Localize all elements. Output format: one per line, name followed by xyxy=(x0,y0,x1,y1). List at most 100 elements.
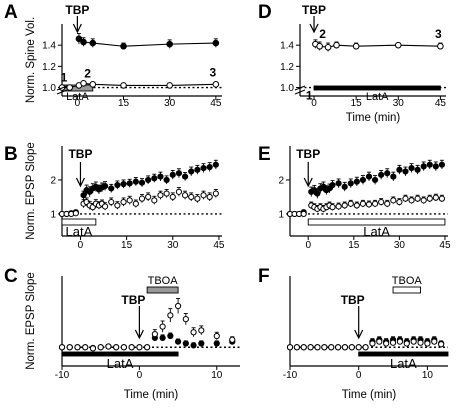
data-point xyxy=(396,166,403,173)
tbp-arrow-head xyxy=(303,177,313,188)
x-tick-label: 15 xyxy=(351,98,363,109)
data-point xyxy=(420,163,427,170)
data-point xyxy=(101,203,109,210)
data-point xyxy=(329,204,336,211)
lata-bar xyxy=(313,85,441,91)
data-point xyxy=(108,198,115,206)
data-point xyxy=(384,200,391,207)
data-point xyxy=(89,345,97,352)
data-point xyxy=(341,344,349,351)
data-point xyxy=(362,344,369,351)
data-point xyxy=(396,198,403,206)
series-open xyxy=(312,39,444,52)
tbp-arrow-head xyxy=(309,23,319,34)
data-point xyxy=(138,195,146,202)
data-point xyxy=(408,197,415,204)
data-point xyxy=(163,190,170,197)
data-point xyxy=(89,39,97,47)
data-point xyxy=(120,42,127,50)
data-point xyxy=(190,342,197,349)
series-line xyxy=(78,38,216,47)
data-point xyxy=(80,79,87,87)
data-point xyxy=(132,200,139,207)
data-point xyxy=(333,41,340,49)
data-point xyxy=(72,210,79,217)
x-tick-label: 15 xyxy=(348,240,360,251)
data-point xyxy=(341,202,348,209)
data-point xyxy=(213,332,220,340)
lata-label: LatA xyxy=(363,224,390,239)
data-point xyxy=(384,170,391,177)
data-point xyxy=(341,183,348,190)
panel-f: F -10 0 10 Time (min) TBOA LatA TBP xyxy=(258,266,449,401)
data-point xyxy=(300,344,307,351)
data-point xyxy=(128,344,135,351)
data-point xyxy=(212,39,220,47)
data-point xyxy=(97,344,104,351)
lata-label: LatA xyxy=(390,356,417,371)
data-point xyxy=(293,344,300,351)
tbp-label: TBP xyxy=(121,293,145,307)
x-tick-label: 0 xyxy=(75,98,81,109)
data-point xyxy=(188,168,195,175)
lata-label: LatA xyxy=(66,224,93,239)
data-point xyxy=(114,202,121,209)
data-point xyxy=(159,323,166,330)
y-tick-label: 1.4 xyxy=(42,41,56,52)
data-point xyxy=(169,171,176,178)
x-tick-label: 15 xyxy=(121,240,133,251)
data-point xyxy=(120,180,127,188)
panel-label: A xyxy=(4,2,18,23)
data-point xyxy=(438,341,445,348)
panel-label: D xyxy=(258,2,272,23)
data-point xyxy=(390,173,397,180)
data-point xyxy=(402,168,409,175)
data-point xyxy=(157,192,164,199)
data-point xyxy=(151,331,158,338)
data-point xyxy=(66,344,73,351)
data-point xyxy=(188,193,195,201)
data-point xyxy=(66,84,73,91)
x-tick-label: 30 xyxy=(164,98,176,109)
lata-bar xyxy=(307,218,446,226)
data-point xyxy=(383,340,390,347)
tbp-label: TBP xyxy=(296,147,320,161)
data-point xyxy=(175,170,183,177)
point-label: 2 xyxy=(319,27,326,41)
data-point xyxy=(229,336,236,343)
data-point xyxy=(394,41,402,49)
x-tick-label: 10 xyxy=(211,370,223,381)
axis-break xyxy=(294,89,306,95)
data-point xyxy=(198,327,205,334)
data-point xyxy=(437,42,444,50)
lata-label: LatA xyxy=(366,91,389,103)
series-open xyxy=(286,338,445,351)
point-label: 3 xyxy=(210,65,217,79)
data-point xyxy=(316,42,323,50)
axis-break xyxy=(294,85,306,91)
tbp-label: TBP xyxy=(68,147,92,161)
data-point xyxy=(108,185,115,192)
data-point xyxy=(352,42,360,50)
data-point xyxy=(347,200,354,207)
y-tick-label: 1.0 xyxy=(280,83,294,94)
data-point xyxy=(408,164,415,172)
data-point xyxy=(359,176,367,184)
data-point xyxy=(321,344,328,351)
data-point xyxy=(212,190,219,197)
data-point xyxy=(334,344,342,351)
x-tick-label: 45 xyxy=(210,98,222,109)
data-point xyxy=(371,176,379,184)
y-axis-label: Norm. Spine Vol. xyxy=(25,17,37,103)
data-point xyxy=(169,193,176,201)
tbp-arrow-head xyxy=(134,329,144,340)
y-tick-label: 1.2 xyxy=(42,62,56,73)
data-point xyxy=(80,192,87,199)
lata-bar xyxy=(358,351,449,357)
data-point xyxy=(58,344,66,351)
data-point xyxy=(438,161,446,168)
data-point xyxy=(365,173,373,180)
data-point xyxy=(181,192,189,199)
x-tick-label: 10 xyxy=(422,370,434,381)
x-tick-label: 45 xyxy=(213,240,225,251)
